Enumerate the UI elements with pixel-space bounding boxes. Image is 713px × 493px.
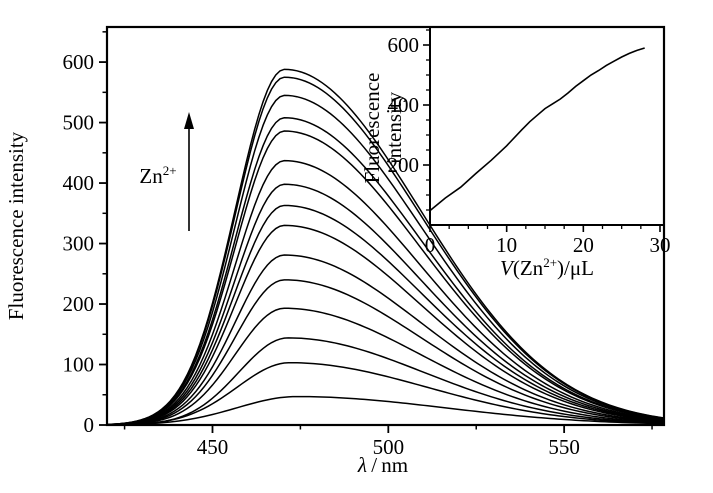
label-part: (Zn (513, 256, 544, 280)
spectrum-curve-7 (106, 204, 665, 426)
label-part: λ (357, 453, 367, 477)
label-part: 2+ (543, 255, 557, 270)
main-y-axis-label: Fluorescence intensity (4, 131, 28, 320)
inset-x-tick-label: 20 (573, 233, 594, 257)
main-x-axis-label: λ / nm (357, 453, 408, 477)
spectrum-curve-9 (106, 159, 665, 426)
label-part: / nm (367, 453, 408, 477)
spectrum-curve-10 (106, 130, 665, 426)
inset-y-axis-label-line1: Fluorescence (360, 73, 384, 184)
inset-y-tick-label: 200 (388, 153, 420, 177)
y-tick-label: 200 (63, 292, 95, 316)
spectrum-curve-11 (106, 116, 665, 426)
y-tick-label: 400 (63, 171, 95, 195)
x-tick-label: 550 (548, 435, 580, 459)
inset-y-tick-label: 400 (388, 93, 420, 117)
y-tick-label: 100 (63, 353, 95, 377)
inset-titration-curve (429, 47, 645, 212)
spectrum-curve-2 (106, 337, 665, 426)
y-tick-label: 300 (63, 232, 95, 256)
label-part: 2+ (163, 163, 177, 178)
inset-y-tick-label: 600 (388, 33, 420, 57)
label-part: )/μL (557, 256, 594, 280)
spectrum-curve-8 (106, 183, 665, 426)
inset-y-axis-label-line2: intensity (382, 91, 406, 164)
spectrum-curve-4 (106, 279, 665, 426)
inset-x-tick-label: 0 (425, 233, 436, 257)
spectrum-curve-6 (106, 224, 665, 426)
spectrum-curve-3 (106, 307, 665, 426)
x-tick-label: 500 (373, 435, 405, 459)
zn-arrow-head (184, 112, 194, 129)
y-tick-label: 600 (63, 50, 95, 74)
label-part: V (500, 256, 515, 280)
spectrum-curve-14 (106, 68, 665, 426)
spectrum-curve-5 (106, 254, 665, 426)
x-tick-label: 450 (197, 435, 229, 459)
y-tick-label: 500 (63, 111, 95, 135)
inset-x-axis-label: V(Zn2+)/μL (500, 255, 594, 280)
y-tick-label: 0 (84, 413, 95, 437)
spectrum-curve-12 (106, 94, 665, 426)
inset-x-tick-label: 10 (496, 233, 517, 257)
spectrum-curve-0 (106, 395, 665, 426)
inset-x-tick-label: 30 (650, 233, 671, 257)
zn-annotation: Zn2+ (139, 163, 176, 188)
label-part: Zn (139, 164, 163, 188)
spectrum-curve-1 (106, 361, 665, 426)
